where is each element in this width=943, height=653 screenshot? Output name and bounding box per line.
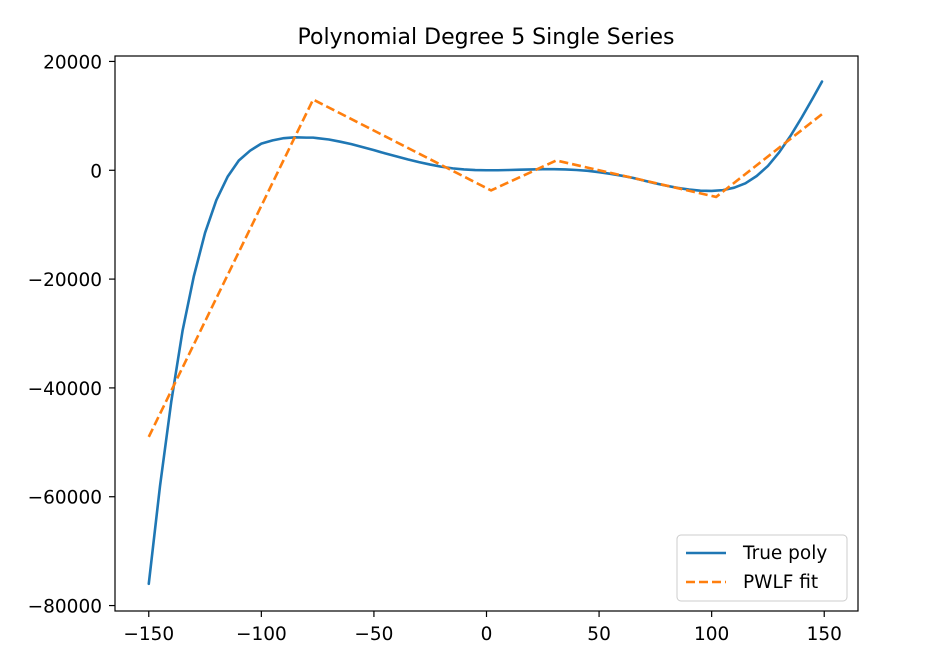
x-axis: −150 −100 −50 0 50 100 150	[123, 611, 842, 645]
x-tick-label: 150	[807, 624, 842, 645]
x-tick-label: −50	[354, 624, 393, 645]
y-axis: 20000 0 −20000 −40000 −60000 −80000	[28, 52, 115, 618]
y-tick-label: −60000	[28, 488, 102, 509]
y-tick-label: 20000	[43, 52, 102, 73]
series-line-1	[147, 80, 824, 586]
y-tick-label: −80000	[28, 597, 102, 618]
y-tick-label: 0	[90, 161, 102, 182]
y-tick-label: −20000	[28, 270, 102, 291]
legend: True poly PWLF fit	[676, 534, 848, 602]
plot-area	[147, 80, 824, 586]
legend-label-2: PWLF fit	[743, 572, 818, 593]
chart-title: Polynomial Degree 5 Single Series	[298, 25, 675, 50]
x-tick-label: 100	[694, 624, 729, 645]
x-tick-label: 50	[587, 624, 611, 645]
legend-label-1: True poly	[742, 543, 827, 564]
x-tick-label: 0	[481, 624, 493, 645]
plot-frame	[114, 55, 859, 612]
x-tick-label: −150	[123, 624, 174, 645]
x-tick-label: −100	[236, 624, 287, 645]
legend-box	[676, 534, 848, 602]
series-line-2	[147, 98, 823, 438]
y-tick-label: −40000	[28, 379, 102, 400]
